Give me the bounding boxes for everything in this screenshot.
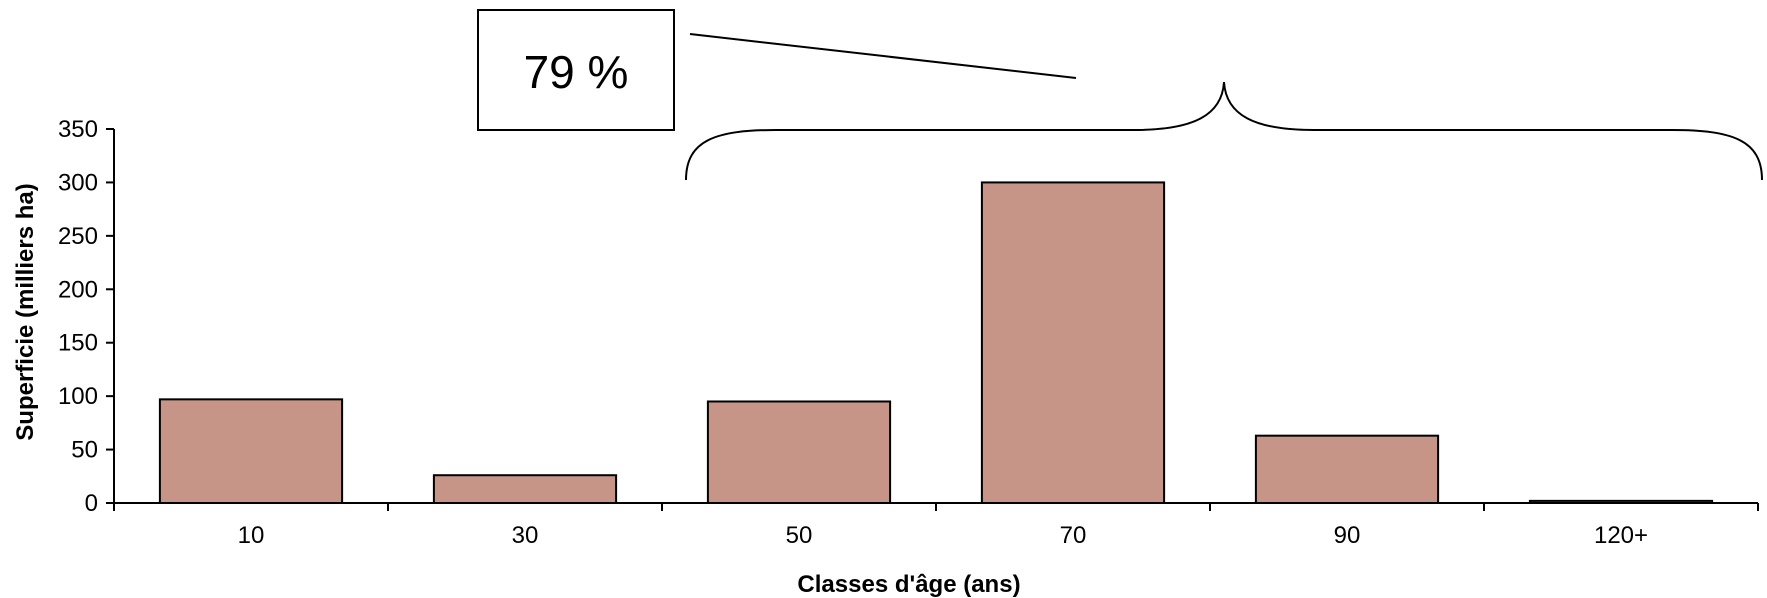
y-tick-label: 100 — [58, 383, 98, 410]
x-tick-labels: 10 30 50 70 90 120+ — [238, 522, 1648, 549]
bar-30 — [432, 474, 618, 504]
y-tick-label: 0 — [85, 490, 98, 517]
x-axis-title: Classes d'âge (ans) — [797, 571, 1020, 598]
x-tick-label: 90 — [1334, 522, 1361, 549]
y-tick-label: 250 — [58, 223, 98, 250]
y-tick-label: 200 — [58, 276, 98, 303]
x-tick-label: 10 — [238, 522, 265, 549]
annotation-box — [477, 9, 675, 131]
y-axis-title: Superficie (milliers ha) — [12, 183, 39, 440]
y-tick-labels: 0 50 100 150 200 250 300 350 — [58, 116, 98, 517]
y-tick-label: 50 — [71, 437, 98, 464]
bar-70 — [980, 181, 1166, 505]
x-tick-label: 70 — [1060, 522, 1087, 549]
y-tick-label: 150 — [58, 330, 98, 357]
annotation-leader-line — [689, 33, 1077, 79]
annotation-group: 79 % — [477, 9, 1763, 181]
annotation-label: 79 % — [524, 46, 629, 98]
bars-group — [158, 181, 1714, 505]
bar-90 — [1254, 434, 1440, 504]
x-tick-label: 120+ — [1594, 522, 1648, 549]
x-tick-label: 30 — [512, 522, 539, 549]
bar-50 — [706, 400, 892, 504]
y-tick-label: 300 — [58, 169, 98, 196]
y-tick-label: 350 — [58, 116, 98, 143]
annotation-brace — [685, 81, 1763, 181]
x-tick-label: 50 — [786, 522, 813, 549]
axes-group — [106, 128, 1759, 511]
bar-10 — [158, 398, 344, 504]
